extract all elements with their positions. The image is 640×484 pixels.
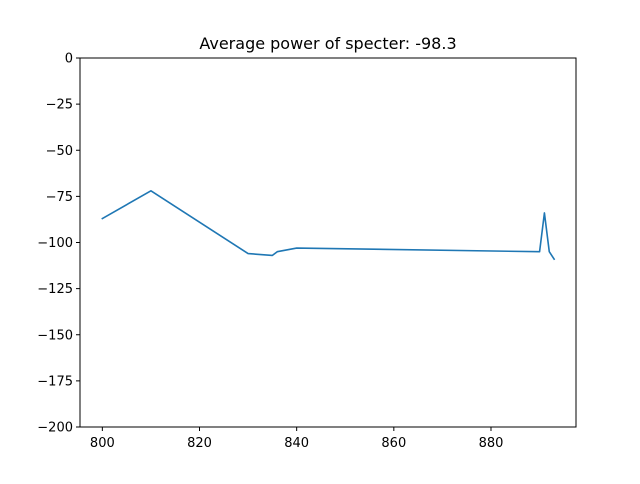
y-tick-label: 0 [65,52,73,67]
x-tick-label: 860 [381,436,406,451]
y-tick-label: −125 [37,282,73,297]
x-axis-ticks: 800 820 840 860 880 [90,427,503,451]
x-tick-label: 840 [284,436,309,451]
y-tick-label: −50 [46,144,73,159]
x-tick-label: 880 [479,436,504,451]
series-layer [101,190,556,261]
y-tick-label: −200 [37,421,73,436]
y-tick-label: −175 [37,374,73,389]
x-tick-label: 800 [90,436,115,451]
y-tick-label: −25 [46,98,73,113]
x-tick-label: 820 [187,436,212,451]
y-axis-ticks: 0 −25 −50 −75 −100 −125 −150 −175 −200 [37,52,80,436]
chart-title: Average power of specter: -98.3 [199,34,456,53]
y-tick-label: −100 [37,236,73,251]
plot-area-frame [79,57,577,428]
series-line [101,190,556,261]
y-tick-label: −75 [46,190,73,205]
y-tick-label: −150 [37,328,73,343]
